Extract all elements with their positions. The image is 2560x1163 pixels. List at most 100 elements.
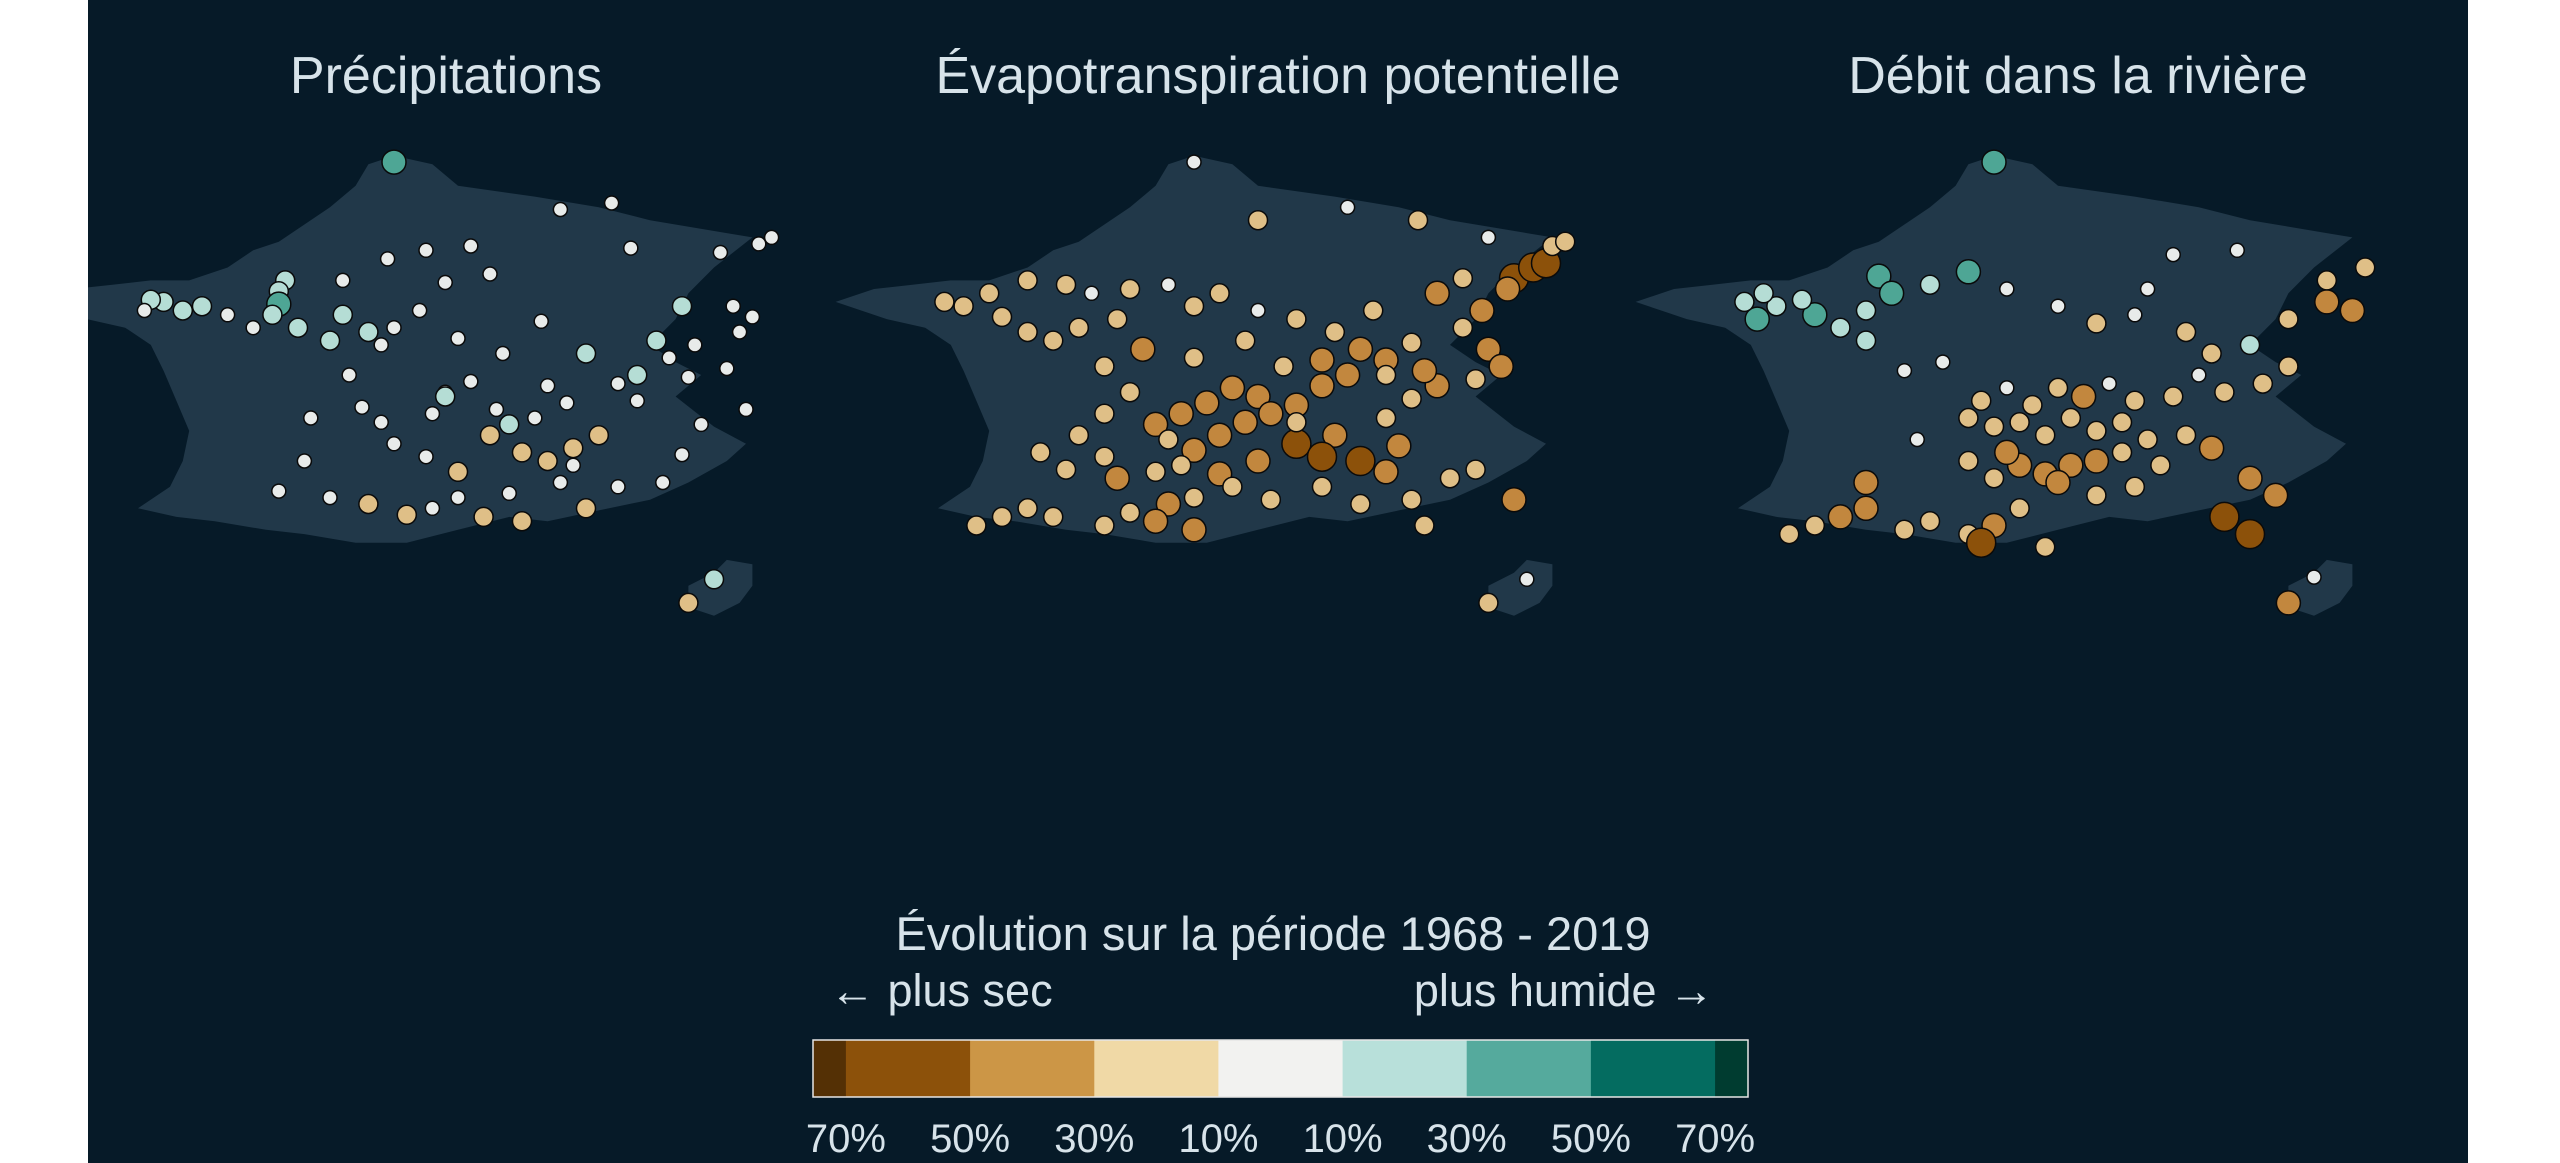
station-marker bbox=[744, 309, 761, 325]
station-marker bbox=[1209, 283, 1230, 304]
legend-tick-label: 50% bbox=[930, 1117, 1010, 1161]
station-marker bbox=[2086, 420, 2107, 442]
station-marker bbox=[2045, 469, 2071, 496]
station-marker bbox=[1142, 411, 1169, 438]
station-marker bbox=[559, 395, 575, 411]
station-marker bbox=[191, 295, 213, 317]
station-marker bbox=[411, 302, 428, 319]
station-marker bbox=[2214, 381, 2235, 403]
station-marker bbox=[1170, 455, 1192, 476]
station-marker bbox=[1401, 489, 1422, 510]
map-precipitations bbox=[88, 149, 780, 616]
station-marker bbox=[1309, 373, 1335, 399]
station-marker bbox=[2111, 412, 2133, 433]
station-marker bbox=[2034, 424, 2056, 446]
station-marker bbox=[2101, 375, 2117, 392]
station-marker bbox=[575, 498, 597, 519]
station-marker bbox=[1094, 403, 1115, 424]
station-marker bbox=[2139, 281, 2156, 297]
station-marker bbox=[1802, 302, 1828, 328]
legend-swatch bbox=[970, 1040, 1095, 1097]
legend-title: Évolution sur la période 1968 - 2019 bbox=[895, 907, 1650, 960]
station-marker bbox=[1935, 354, 1951, 370]
station-marker bbox=[463, 373, 479, 390]
station-marker bbox=[2239, 334, 2261, 356]
station-marker bbox=[738, 401, 754, 418]
station-marker bbox=[2111, 442, 2133, 463]
station-marker bbox=[1791, 289, 1813, 311]
legend-tick-label: 10% bbox=[1303, 1117, 1383, 1161]
station-marker bbox=[725, 298, 741, 314]
station-marker bbox=[2137, 429, 2158, 450]
legend-colorbar bbox=[812, 1039, 1749, 1098]
station-marker bbox=[1983, 467, 2005, 489]
station-marker bbox=[262, 304, 283, 326]
station-marker bbox=[418, 448, 434, 465]
station-marker bbox=[623, 240, 639, 256]
station-marker bbox=[296, 453, 313, 469]
station-marker bbox=[2083, 448, 2110, 474]
station-marker bbox=[495, 345, 511, 362]
station-marker bbox=[1878, 280, 1905, 307]
station-marker bbox=[703, 569, 725, 590]
station-marker bbox=[1017, 321, 1038, 343]
station-marker bbox=[1068, 424, 1090, 446]
station-marker bbox=[1955, 259, 1982, 285]
station-marker bbox=[1855, 330, 1877, 351]
station-marker bbox=[1362, 300, 1384, 321]
station-marker bbox=[1919, 510, 1941, 532]
station-marker bbox=[552, 474, 569, 491]
station-marker bbox=[603, 195, 620, 211]
station-marker bbox=[2060, 407, 2082, 429]
station-marker bbox=[2278, 308, 2299, 330]
station-marker bbox=[2009, 498, 2030, 519]
station-marker bbox=[447, 461, 469, 483]
station-marker bbox=[2354, 257, 2376, 278]
station-marker bbox=[501, 485, 517, 502]
station-marker bbox=[1245, 448, 1271, 474]
station-marker bbox=[1970, 390, 1992, 412]
station-marker bbox=[2162, 386, 2184, 407]
station-marker bbox=[1094, 356, 1115, 377]
station-marker bbox=[1830, 317, 1851, 338]
corsica-outline bbox=[2288, 559, 2353, 616]
station-marker bbox=[1478, 592, 1499, 614]
station-marker bbox=[373, 337, 389, 353]
station-marker bbox=[2339, 297, 2366, 324]
station-marker bbox=[1119, 381, 1141, 403]
legend-wetter-label: plus humide → bbox=[1414, 965, 1714, 1016]
station-marker bbox=[1247, 209, 1269, 231]
station-marker bbox=[646, 330, 667, 351]
station-marker bbox=[2086, 485, 2107, 506]
station-marker bbox=[2175, 424, 2197, 446]
station-marker bbox=[1068, 317, 1090, 338]
station-marker bbox=[1183, 487, 1205, 508]
station-marker bbox=[1804, 515, 1826, 536]
station-marker bbox=[1853, 495, 1879, 522]
station-marker bbox=[1766, 295, 1787, 317]
station-marker bbox=[626, 364, 648, 386]
stations-debit bbox=[1734, 149, 2376, 616]
map-debit bbox=[1635, 149, 2376, 616]
station-marker bbox=[588, 424, 610, 446]
station-marker bbox=[473, 506, 494, 528]
station-marker bbox=[1958, 450, 1979, 472]
station-marker bbox=[527, 410, 543, 426]
station-marker bbox=[1017, 270, 1038, 291]
station-marker bbox=[1999, 281, 2015, 297]
station-marker bbox=[1286, 308, 1307, 330]
station-marker bbox=[751, 236, 767, 252]
station-marker bbox=[1896, 362, 1913, 379]
station-marker bbox=[373, 414, 389, 431]
legend-swatch bbox=[813, 1040, 847, 1097]
station-marker bbox=[1281, 428, 1312, 460]
legend: Évolution sur la période 1968 - 2019 ← p… bbox=[806, 907, 1755, 1161]
station-marker bbox=[2191, 367, 2207, 383]
stations-evapotranspiration bbox=[934, 154, 1576, 614]
legend-swatch bbox=[1342, 1040, 1468, 1097]
station-marker bbox=[674, 446, 690, 463]
station-marker bbox=[1983, 416, 2005, 437]
station-marker bbox=[511, 510, 533, 532]
station-marker bbox=[719, 360, 735, 377]
station-marker bbox=[991, 306, 1013, 328]
